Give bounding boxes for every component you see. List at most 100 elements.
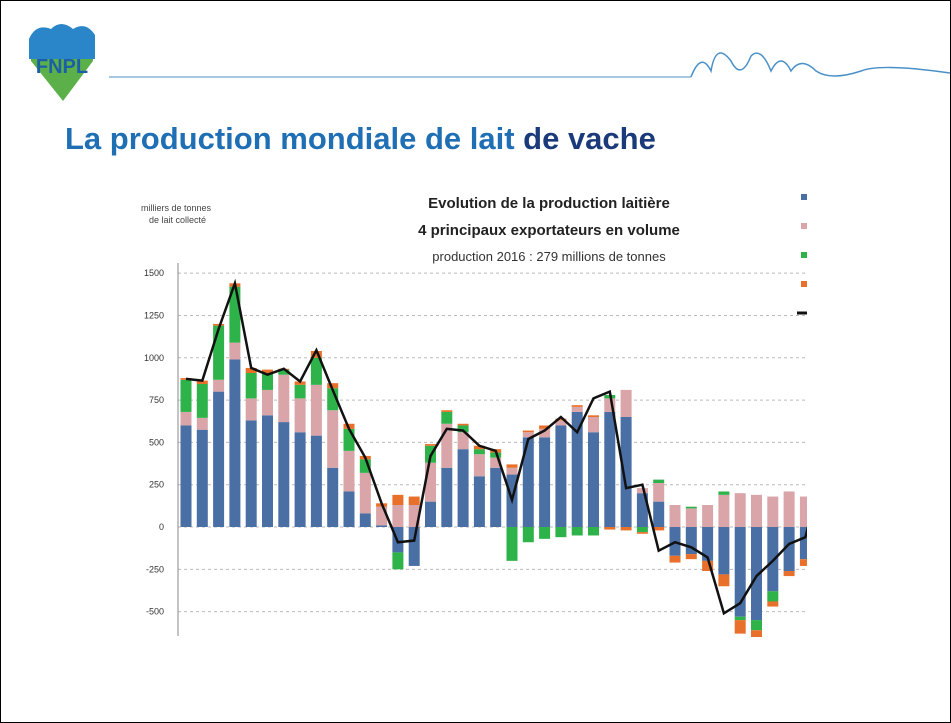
- legend-swatch: [801, 194, 807, 200]
- bar-segment: [539, 527, 551, 539]
- bar-segment: [522, 437, 534, 528]
- bar-segment: [310, 384, 322, 436]
- bar-segment: [734, 493, 746, 528]
- bar-segment: [718, 574, 730, 587]
- bar-segment: [702, 505, 714, 528]
- bar-segment: [441, 423, 453, 468]
- bar-segment: [767, 591, 779, 602]
- bar-segment: [213, 391, 225, 528]
- bar-segment: [522, 432, 534, 438]
- header: FNPL: [29, 24, 950, 101]
- bar-segment: [196, 417, 208, 430]
- bar-segment: [278, 369, 290, 375]
- bar-segment: [685, 506, 697, 509]
- bar-segment: [506, 464, 518, 468]
- bar-segment: [408, 527, 420, 566]
- bar-segment: [196, 429, 208, 528]
- bar-segment: [457, 432, 469, 450]
- bar-segment: [653, 479, 665, 484]
- bar-segment: [816, 520, 827, 527]
- title-part: La production mondiale de lait: [65, 121, 515, 156]
- bar-segment: [213, 379, 225, 392]
- bar-segment: [636, 527, 648, 533]
- bar-segment: [213, 323, 225, 326]
- chart-subtitle: production 2016 : 279 millions de tonnes: [432, 249, 666, 264]
- bar-segment: [408, 505, 420, 528]
- bar-segment: [799, 527, 807, 560]
- y-tick-label: 1500: [144, 268, 164, 278]
- bar-segment: [327, 410, 339, 468]
- bar-segment: [555, 418, 567, 421]
- bar-segment: [751, 494, 762, 528]
- bar-segment: [359, 472, 371, 514]
- bar-segment: [196, 380, 208, 385]
- y-tick-label: 0: [159, 522, 164, 532]
- bar-segment: [441, 410, 453, 412]
- bar-segment: [636, 488, 648, 494]
- decoration: [690, 52, 950, 78]
- bar-segment: [816, 469, 827, 486]
- bar-segment: [245, 373, 257, 399]
- bar-segment: [636, 532, 648, 534]
- bar-segment: [196, 384, 208, 418]
- bar-segment: [457, 449, 469, 528]
- bar-segment: [294, 384, 306, 399]
- bar-segment: [262, 373, 273, 390]
- bar-segment: [245, 398, 257, 421]
- bar-segment: [278, 374, 290, 423]
- bar-segment: [327, 383, 339, 389]
- legend-swatch: [801, 281, 807, 287]
- bar-segment: [702, 560, 714, 572]
- bar-segment: [588, 527, 599, 536]
- bar-segment: [457, 425, 469, 433]
- bar-segment: [734, 527, 746, 617]
- y-tick-label: 250: [149, 480, 164, 490]
- bar-segment: [718, 494, 730, 528]
- logo-text: FNPL: [36, 56, 88, 78]
- bar-segment: [555, 425, 567, 528]
- y-tick-label: 750: [149, 395, 164, 405]
- bar-segment: [245, 367, 257, 374]
- bar-segment: [506, 527, 518, 561]
- bar-segment: [490, 457, 502, 468]
- bar-segment: [441, 411, 453, 424]
- legend-swatch: [801, 223, 807, 229]
- legend-swatch: [801, 252, 807, 258]
- bar-segment: [653, 501, 665, 528]
- bar-segment: [441, 467, 453, 528]
- bar-segment: [783, 571, 795, 577]
- bar-segment: [343, 450, 355, 492]
- bar-segment: [588, 432, 599, 528]
- bar-segment: [327, 467, 339, 528]
- bar-segment: [539, 428, 551, 438]
- y-label: de lait collecté: [149, 215, 206, 225]
- bar-segment: [539, 437, 551, 528]
- bar-segment: [685, 527, 697, 555]
- bar-segment: [473, 454, 485, 477]
- bar-segment: [751, 630, 762, 637]
- y-tick-label: 1000: [144, 353, 164, 363]
- bar-segment: [620, 417, 632, 528]
- slide-title: La production mondiale de lait de vache: [65, 121, 656, 157]
- bar-segment: [799, 496, 807, 528]
- bar-segment: [490, 452, 502, 458]
- bar-segment: [685, 508, 697, 528]
- bar-segment: [734, 620, 746, 634]
- bar-segment: [653, 527, 665, 531]
- bar-segment: [588, 417, 599, 433]
- bar-segment: [310, 351, 322, 358]
- bar-segment: [718, 527, 730, 575]
- plot: [177, 263, 827, 637]
- bar-segment: [571, 406, 583, 412]
- bar-segment: [310, 435, 322, 528]
- bar-segment: [767, 496, 779, 528]
- title-part: de vache: [523, 121, 656, 156]
- bar-segment: [783, 527, 795, 572]
- bar-segment: [604, 527, 616, 530]
- bar-segment: [310, 357, 322, 385]
- bar-segment: [294, 432, 306, 528]
- bar-segment: [669, 505, 681, 528]
- bar-segment: [751, 620, 762, 631]
- bar-segment: [343, 428, 355, 451]
